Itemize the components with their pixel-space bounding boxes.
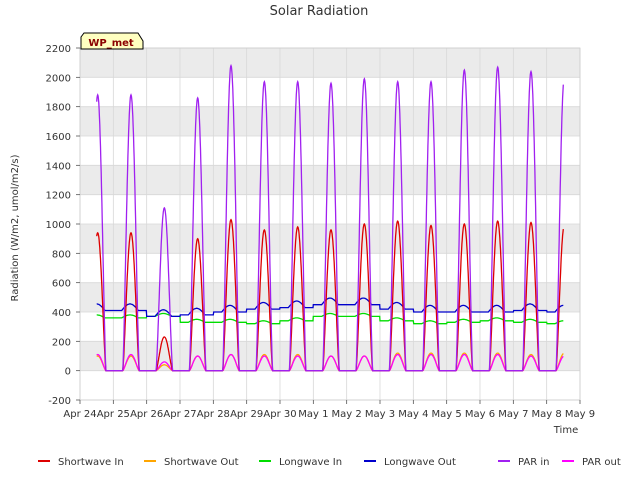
y-tick-labels: -200 0 200 400 600 800 1000 1200 1400 1600 1800 200… xyxy=(46,44,80,407)
legend: Shortwave In Shortwave Out Longwave In Long… xyxy=(38,457,621,468)
y-tick-label: 2200 xyxy=(46,44,71,55)
legend-label: Shortwave Out xyxy=(164,457,239,468)
plot-band xyxy=(80,106,580,136)
x-tick-label: May 1 xyxy=(298,409,328,420)
y-tick-label: -200 xyxy=(48,396,71,407)
y-tick-label: 400 xyxy=(52,308,71,319)
y-tick-label: 800 xyxy=(52,249,71,260)
series-line-par-in xyxy=(96,63,564,372)
x-tick-label: Apr 29 xyxy=(230,409,263,420)
y-tick-label: 1800 xyxy=(46,103,71,114)
x-tick-label: May 8 xyxy=(532,409,562,420)
x-tick-label: May 6 xyxy=(465,409,495,420)
legend-label: Shortwave In xyxy=(58,457,124,468)
x-tick-label: May 5 xyxy=(432,409,462,420)
x-tick-label: Apr 28 xyxy=(197,409,230,420)
x-tick-label: May 2 xyxy=(332,409,362,420)
x-tick-label: May 7 xyxy=(498,409,528,420)
y-axis-label: Radiation (W/m2, umol/m2/s) xyxy=(10,154,21,301)
legend-label: PAR in xyxy=(518,457,549,468)
plot-band xyxy=(80,48,580,78)
y-tick-label: 1200 xyxy=(46,191,71,202)
y-tick-label: 1400 xyxy=(46,161,71,172)
legend-label: Longwave Out xyxy=(384,457,456,468)
y-tick-label: 1600 xyxy=(46,132,71,143)
y-tick-label: 1000 xyxy=(46,220,71,231)
station-label: WP_met xyxy=(88,38,134,49)
x-tick-labels: Apr 24 Apr 25 Apr 26 Apr 27 Apr 28 Apr 29 Apr … xyxy=(63,400,595,420)
x-tick-label: Apr 27 xyxy=(163,409,196,420)
x-tick-label: Apr 26 xyxy=(130,409,163,420)
legend-label: PAR out xyxy=(582,457,621,468)
series-line-longwave-out xyxy=(96,297,564,318)
y-tick-label: 200 xyxy=(52,337,71,348)
plot-band xyxy=(80,282,580,312)
y-tick-label: 600 xyxy=(52,279,71,290)
chart-title: Solar Radiation xyxy=(270,4,369,19)
x-axis-label: Time xyxy=(553,425,578,436)
legend-label: Longwave In xyxy=(279,457,342,468)
y-tick-label: 0 xyxy=(65,367,71,378)
x-tick-label: Apr 24 xyxy=(63,409,96,420)
station-label-box: WP_met xyxy=(80,32,144,50)
x-tick-label: May 9 xyxy=(565,409,595,420)
series-lines xyxy=(79,47,581,401)
plot-band xyxy=(80,165,580,195)
station-label-shape xyxy=(80,32,144,50)
y-tick-label: 2000 xyxy=(46,73,71,84)
x-tick-label: May 3 xyxy=(365,409,395,420)
x-tick-label: Apr 30 xyxy=(263,409,296,420)
x-tick-label: Apr 25 xyxy=(97,409,130,420)
x-tick-label: May 4 xyxy=(398,409,428,420)
